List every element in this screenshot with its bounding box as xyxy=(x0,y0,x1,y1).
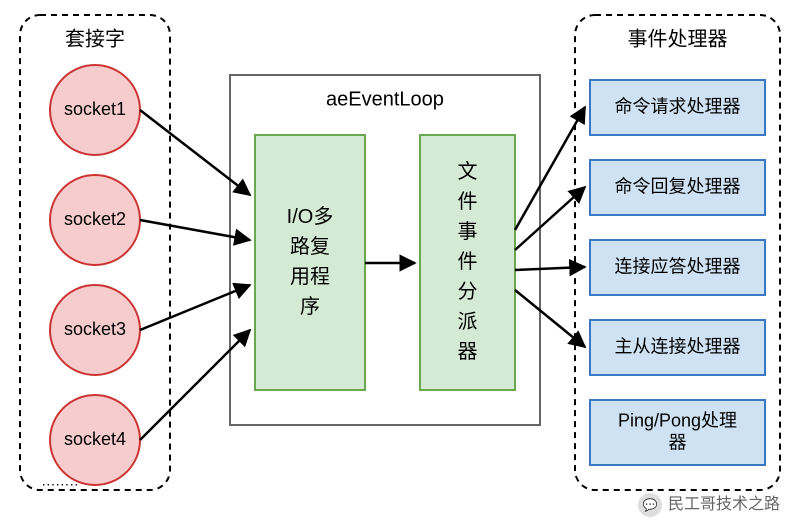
dispatcher-line-5: 派 xyxy=(458,311,478,333)
dispatcher-line-3: 件 xyxy=(458,250,478,273)
dispatcher-line-0: 文 xyxy=(458,160,478,183)
dispatcher-line-1: 件 xyxy=(458,190,478,213)
handler-label-3-0: 主从连接处理器 xyxy=(615,336,741,356)
dispatcher-line-6: 器 xyxy=(458,341,478,363)
socket-label-3: socket3 xyxy=(64,319,126,339)
handler-label-4-0: Ping/Pong处理 xyxy=(618,410,737,430)
io-multiplex-line-0: I/O多 xyxy=(287,205,334,228)
io-multiplex-line-3: 序 xyxy=(300,295,320,318)
sockets-ellipsis: ········ xyxy=(41,476,78,492)
socket-label-1: socket1 xyxy=(64,99,126,119)
dispatcher-line-4: 分 xyxy=(458,280,478,303)
event-loop-title: aeEventLoop xyxy=(326,88,444,110)
socket-label-4: socket4 xyxy=(64,429,126,449)
sockets-panel-title: 套接字 xyxy=(65,27,125,50)
handler-label-4-1: 器 xyxy=(669,432,687,452)
handler-label-1-0: 命令回复处理器 xyxy=(615,176,741,196)
socket-label-2: socket2 xyxy=(64,209,126,229)
io-multiplex-box xyxy=(255,135,365,390)
io-multiplex-line-1: 路复 xyxy=(290,235,330,258)
footer-icon-glyph: 💬 xyxy=(643,498,658,512)
footer-text: 民工哥技术之路 xyxy=(668,495,780,513)
io-multiplex-line-2: 用程 xyxy=(290,265,330,288)
handlers-panel-title: 事件处理器 xyxy=(628,27,728,50)
handler-label-0-0: 命令请求处理器 xyxy=(615,96,741,116)
dispatcher-line-2: 事 xyxy=(458,220,478,243)
handler-label-2-0: 连接应答处理器 xyxy=(615,256,741,276)
